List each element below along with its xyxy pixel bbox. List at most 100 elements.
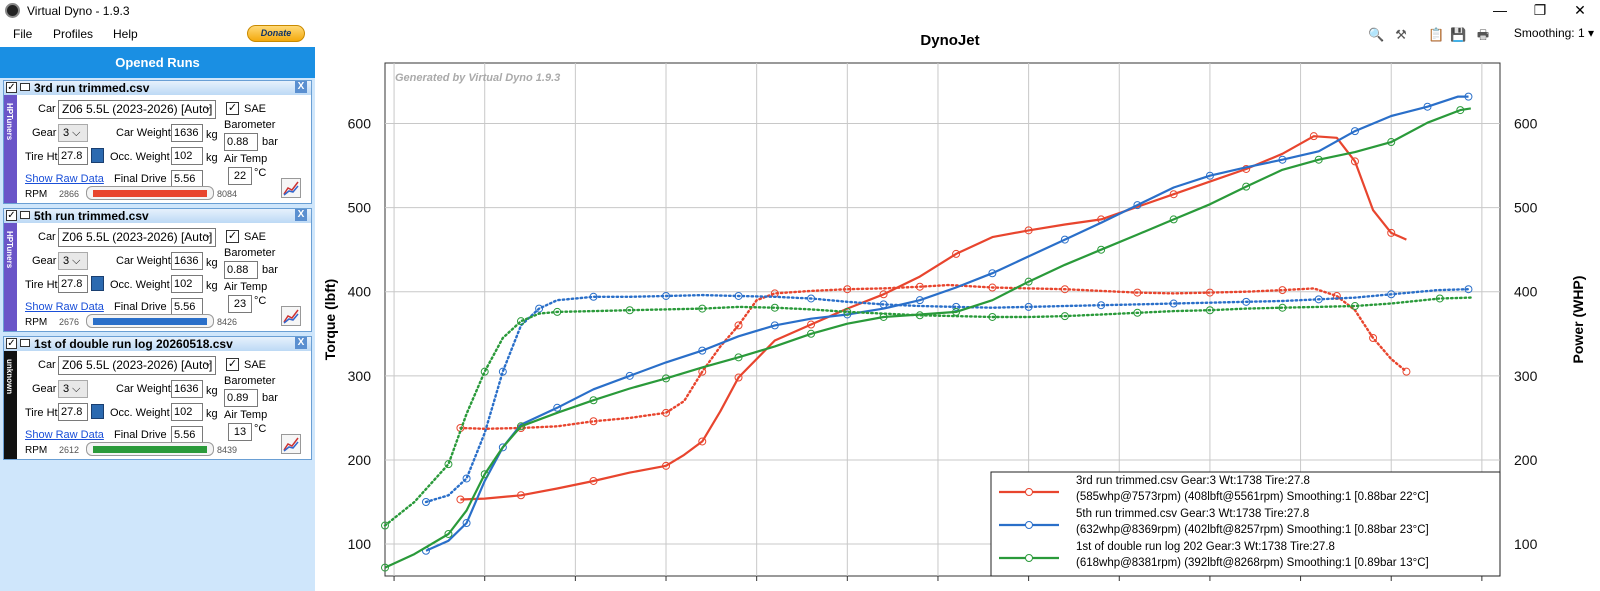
legend-entry-line2: (618whp@8381rpm) (392lbft@8268rpm) Smoot…	[1076, 557, 1429, 569]
watermark: Generated by Virtual Dyno 1.9.3	[395, 72, 560, 84]
run-file-name: 1st of double run log 20260518.csv	[34, 337, 233, 351]
gear-select[interactable]: 3 ⌵	[58, 252, 88, 270]
data-point-marker	[480, 470, 489, 479]
sae-checkbox[interactable]: ✓	[226, 102, 239, 115]
occ-weight-field[interactable]: 102	[171, 275, 203, 293]
data-point-marker	[1423, 102, 1432, 111]
car-weight-field[interactable]: 1636	[171, 252, 203, 270]
car-select[interactable]: Z06 5.5L (2023-2026) [Auto] ⌵	[58, 356, 216, 375]
tire-ht-field[interactable]: 27.8	[58, 147, 88, 165]
final-drive-field[interactable]: 5.56	[171, 426, 203, 444]
data-point-marker	[770, 321, 779, 330]
car-value: Z06 5.5L (2023-2026) [Auto]	[62, 102, 213, 116]
occ-weight-field[interactable]: 102	[171, 403, 203, 421]
close-button[interactable]: ✕	[1574, 2, 1586, 18]
save-icon[interactable]: 💾	[1450, 27, 1467, 42]
gear-select[interactable]: 3 ⌵	[58, 380, 88, 398]
show-raw-data-link[interactable]: Show Raw Data	[25, 301, 104, 313]
data-point-marker	[988, 269, 997, 278]
run-collapse-icon[interactable]	[20, 339, 30, 347]
show-raw-data-link[interactable]: Show Raw Data	[25, 429, 104, 441]
data-point-marker	[1060, 312, 1069, 321]
y-tick-label-left: 200	[348, 452, 372, 468]
y-tick-label-right: 500	[1514, 200, 1538, 216]
close-run-button[interactable]: X	[295, 81, 307, 93]
kg-unit: kg	[206, 385, 218, 397]
menu-help[interactable]: Help	[113, 27, 138, 41]
run-visible-checkbox[interactable]: ✓	[6, 82, 17, 93]
sae-checkbox[interactable]: ✓	[226, 230, 239, 243]
data-point-marker	[1024, 226, 1033, 235]
data-point-marker	[843, 307, 852, 316]
occ-weight-field[interactable]: 102	[171, 147, 203, 165]
tire-ht-field[interactable]: 27.8	[58, 403, 88, 421]
data-point-marker	[1387, 290, 1396, 299]
clipboard-icon[interactable]: 📋	[1428, 27, 1445, 42]
tools-icon[interactable]: ⚒	[1395, 27, 1407, 42]
rpm-range-slider[interactable]	[86, 186, 214, 200]
menu-file[interactable]: File	[13, 27, 33, 41]
car-weight-field[interactable]: 1636	[171, 124, 203, 142]
car-weight-field[interactable]: 1636	[171, 380, 203, 398]
car-weight-label: Car Weight	[116, 127, 171, 139]
barometer-field[interactable]: 0.89	[224, 389, 258, 407]
y-axis-label-right: Power (WHP)	[1570, 276, 1586, 364]
data-point-marker	[698, 346, 707, 355]
run-collapse-icon[interactable]	[20, 83, 30, 91]
barometer-field[interactable]: 0.88	[224, 133, 258, 151]
minimize-button[interactable]: —	[1493, 2, 1507, 18]
run-visible-checkbox[interactable]: ✓	[6, 210, 17, 221]
rpm-range-slider[interactable]	[86, 442, 214, 456]
gear-select[interactable]: 3 ⌵	[58, 124, 88, 142]
air-temp-field[interactable]: 23	[228, 295, 252, 313]
chevron-down-icon: ⌵	[203, 101, 212, 113]
data-point-marker	[1350, 302, 1359, 311]
close-run-button[interactable]: X	[295, 209, 307, 221]
car-select[interactable]: Z06 5.5L (2023-2026) [Auto] ⌵	[58, 228, 216, 247]
run-header: ✓ 5th run trimmed.csv	[4, 209, 311, 223]
data-point-marker	[625, 306, 634, 315]
tire-ht-field[interactable]: 27.8	[58, 275, 88, 293]
final-drive-label: Final Drive	[114, 301, 167, 313]
data-point-marker	[662, 374, 671, 383]
tire-calculator-icon[interactable]	[91, 148, 104, 163]
zoom-icon[interactable]: 🔍	[1368, 27, 1385, 42]
air-temp-field[interactable]: 22	[228, 167, 252, 185]
graph-settings-button[interactable]	[281, 434, 301, 454]
graph-settings-button[interactable]	[281, 306, 301, 326]
run-collapse-icon[interactable]	[20, 211, 30, 219]
data-point-marker	[698, 304, 707, 313]
legend-entry-line2: (632whp@8369rpm) (402lbft@8257rpm) Smoot…	[1076, 524, 1429, 536]
air-temp-field[interactable]: 13	[228, 423, 252, 441]
data-point-marker	[589, 396, 598, 405]
sae-checkbox[interactable]: ✓	[226, 358, 239, 371]
data-point-marker	[1205, 306, 1214, 315]
final-drive-field[interactable]: 5.56	[171, 170, 203, 188]
graph-settings-button[interactable]	[281, 178, 301, 198]
donate-button[interactable]: Donate	[247, 25, 305, 42]
menu-bar: File Profiles Help	[0, 24, 315, 44]
close-run-button[interactable]: X	[295, 337, 307, 349]
rpm-range-slider[interactable]	[86, 314, 214, 328]
tire-calculator-icon[interactable]	[91, 404, 104, 419]
car-select[interactable]: Z06 5.5L (2023-2026) [Auto] ⌵	[58, 100, 216, 119]
data-point-marker	[1024, 277, 1033, 286]
bar-unit: bar	[262, 392, 278, 404]
restore-button[interactable]: ❐	[1533, 2, 1547, 18]
data-point-marker	[1169, 190, 1178, 199]
legend-swatch-marker	[1025, 554, 1033, 562]
y-tick-label-right: 400	[1514, 284, 1538, 300]
show-raw-data-link[interactable]: Show Raw Data	[25, 173, 104, 185]
smoothing-dropdown[interactable]: Smoothing: 1 ▾	[1513, 26, 1594, 40]
print-icon[interactable]: 🖶	[1476, 27, 1490, 42]
sae-label: SAE	[244, 359, 267, 371]
menu-profiles[interactable]: Profiles	[53, 27, 94, 41]
legend-entry-line1: 1st of double run log 202 Gear:3 Wt:1738…	[1076, 541, 1335, 553]
barometer-field[interactable]: 0.88	[224, 261, 258, 279]
tire-ht-label: Tire Ht	[25, 279, 58, 291]
data-point-marker	[1133, 288, 1142, 297]
y-tick-label-right: 600	[1514, 116, 1538, 132]
tire-calculator-icon[interactable]	[91, 276, 104, 291]
run-visible-checkbox[interactable]: ✓	[6, 338, 17, 349]
y-tick-label-left: 500	[348, 200, 372, 216]
